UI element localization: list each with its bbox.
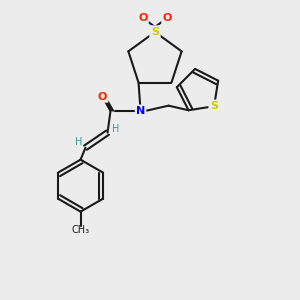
Text: O: O [98, 92, 107, 102]
Text: N: N [136, 106, 145, 116]
Text: CH₃: CH₃ [71, 225, 90, 235]
Text: O: O [138, 13, 148, 23]
Text: S: S [210, 101, 218, 111]
Text: O: O [162, 13, 172, 23]
Text: H: H [75, 137, 82, 147]
Text: H: H [112, 124, 119, 134]
Text: S: S [151, 27, 159, 37]
